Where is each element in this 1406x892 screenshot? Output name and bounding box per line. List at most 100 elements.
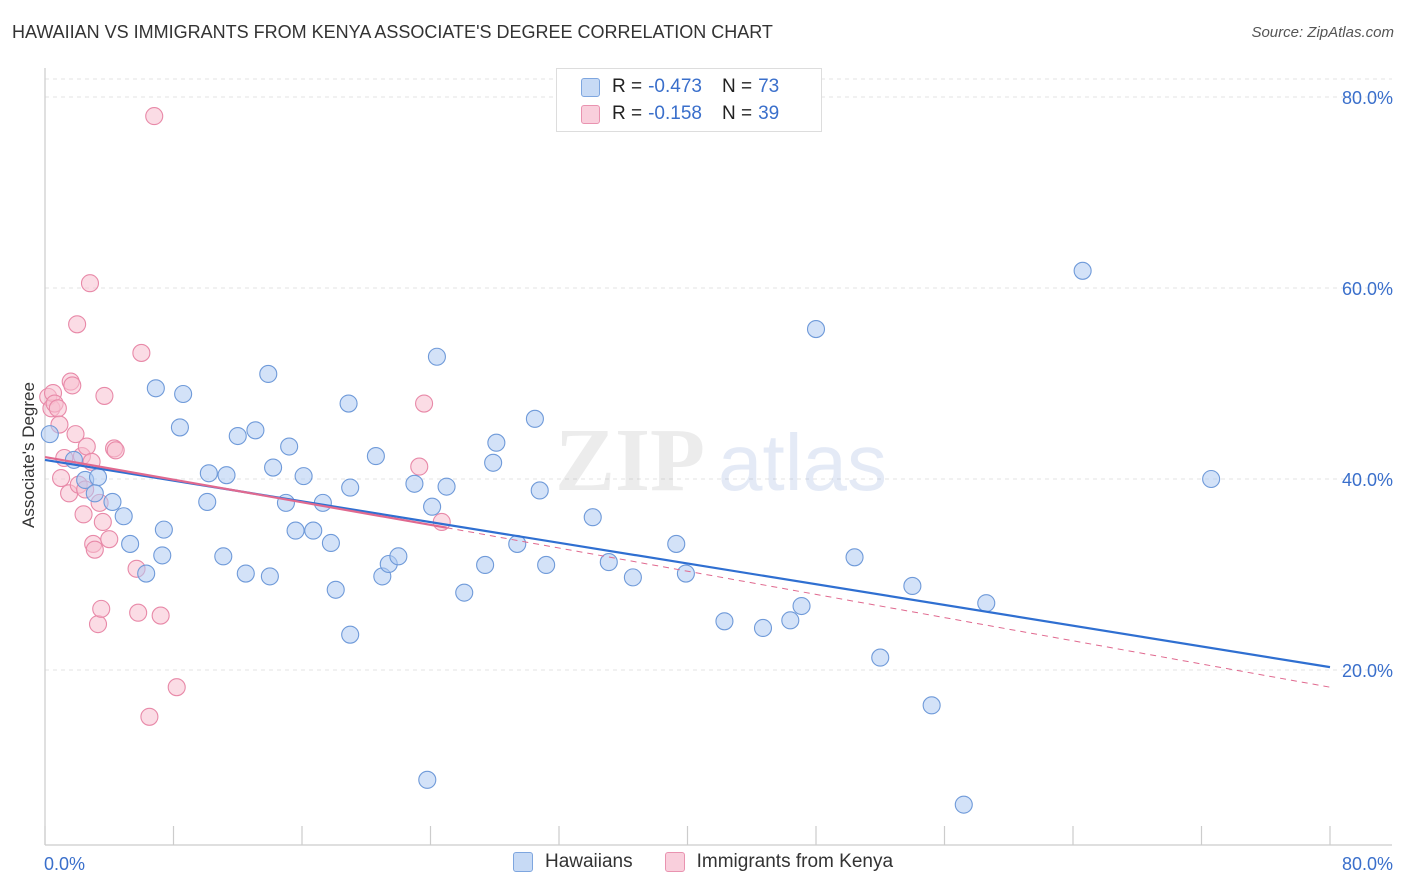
hawaiians-point [217,466,236,485]
hawaiians-point [366,447,385,466]
hawaiians-point [103,492,122,511]
hawaiians-point [85,484,104,503]
hawaiians-point [246,421,265,440]
y-axis-label: Associate's Degree [19,382,38,528]
trend-lines [44,455,1331,688]
hawaiians-point [198,492,217,511]
kenya-point [85,540,104,559]
hawaiians-swatch [581,77,600,97]
hawaiians-legend-label: Hawaiians [544,851,633,872]
kenya-point [106,441,125,460]
hawaiians-point [146,379,165,398]
hawaiians-point [715,612,734,631]
y-tick-label: 80.0% [1342,88,1393,108]
hawaiians-point [1073,261,1092,280]
hawaiians-point [389,547,408,566]
y-tick-label: 60.0% [1342,279,1393,299]
kenya-point [132,343,151,362]
watermark: ZIP atlas [555,411,887,510]
hawaiians-point [530,481,549,500]
kenya-point [415,394,434,413]
hawaiians-point [487,433,506,452]
hawaiians-point [170,418,189,437]
kenya-point [74,505,93,524]
kenya-point [68,315,87,334]
hawaiians-point [455,583,474,602]
hawaiians-point [199,464,218,483]
series-legend: Hawaiians Immigrants from Kenya [0,851,1406,873]
stats-row-hawaiians: R = -0.473 N = 73 [581,74,779,100]
series-hawaiians-points [40,261,1221,814]
hawaiians-point [114,507,133,526]
series-kenya-points [39,107,451,726]
kenya-point [140,707,159,726]
kenya-point [88,615,108,634]
hawaiians-point [236,564,255,583]
hawaiians-point [676,564,695,583]
kenya-trend-line [44,455,447,529]
hawaiians-point [781,611,800,630]
hawaiians-point [259,364,278,384]
hawaiians-point [341,625,360,644]
kenya-point [100,530,119,549]
hawaiians-point [871,648,890,667]
hawaiians-legend-swatch [512,852,533,872]
axes [44,68,1392,846]
kenya-point [129,603,148,622]
hawaiians-point [341,478,360,497]
hawaiians-point [845,548,864,567]
hawaiians-point [623,568,642,587]
hawaiians-point [260,567,279,586]
hawaiians-point [339,394,358,413]
watermark-zip: ZIP [555,411,705,510]
stats-legend: R = -0.473 N = 73 R = -0.158 N = 39 [556,68,822,132]
hawaiians-point [667,534,686,553]
kenya-swatch [581,104,600,124]
r-label: R = [612,76,643,97]
hawaiians-point [214,547,233,566]
hawaiians-point [326,580,345,599]
kenya-point [410,457,429,476]
hawaiians-point [304,521,323,540]
hawaiians-point [806,320,826,339]
hawaiians-point [405,474,424,493]
hawaiians-point [294,467,313,486]
kenya-point [66,425,85,444]
legend-item-hawaiians: Hawaiians [512,851,633,873]
kenya-point [145,107,164,126]
hawaiians-point [174,384,193,404]
hawaiians-point [88,468,108,487]
kenya-point [151,606,170,625]
tick-labels: 20.0% 40.0% 60.0% 80.0% 0.0% 80.0% [44,88,1393,874]
y-tick-label: 20.0% [1342,661,1393,681]
kenya-point [92,599,111,618]
n-label: N = [721,76,753,97]
n-value: 73 [758,76,780,97]
kenya-point [48,399,67,418]
hawaiians-point [423,497,442,516]
y-tick-label: 40.0% [1342,470,1393,490]
hawaiians-point [476,555,495,575]
hawaiians-point [525,409,544,428]
kenya-point [93,512,112,532]
hawaiians-point [280,437,299,456]
legend-item-kenya: Immigrants from Kenya [664,851,894,873]
hawaiians-point [537,555,556,575]
kenya-legend-swatch [664,852,685,872]
hawaiians-point [427,347,446,366]
kenya-legend-label: Immigrants from Kenya [696,851,894,872]
r-value: -0.158 [648,103,702,124]
hawaiians-point [792,596,811,616]
chart-title: HAWAIIAN VS IMMIGRANTS FROM KENYA ASSOCI… [12,22,773,42]
kenya-trend-extension [446,527,1331,688]
hawaiians-point [903,576,922,596]
hawaiians-point [154,520,173,539]
hawaiians-point [321,533,340,553]
stats-row-kenya: R = -0.158 N = 39 [581,101,779,127]
n-value: 39 [758,103,780,124]
r-value: -0.473 [648,76,702,97]
n-label: N = [721,103,753,124]
hawaiians-point [437,477,456,496]
source-credit: Source: ZipAtlas.com [1251,24,1394,41]
